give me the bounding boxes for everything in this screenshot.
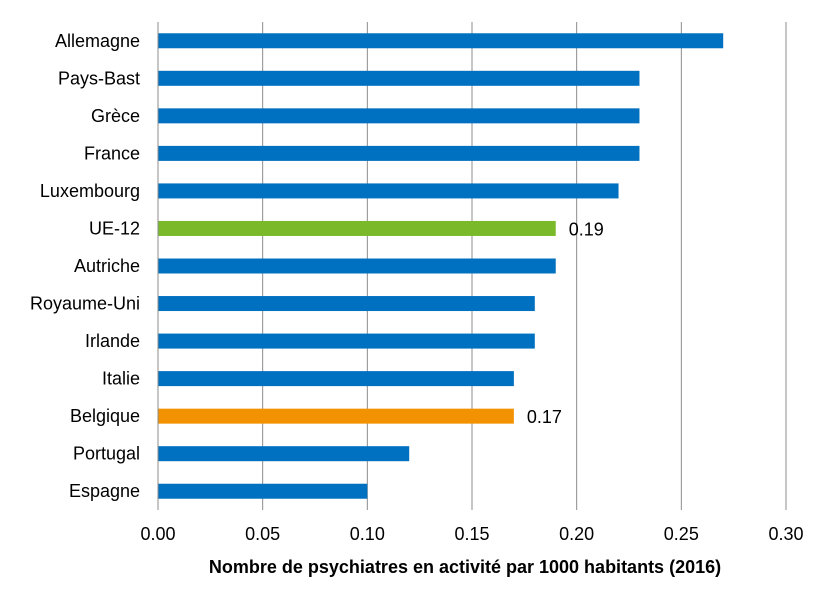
bar [158, 145, 640, 161]
x-tick-label: 0.25 [664, 524, 699, 544]
x-tick-label: 0.00 [140, 524, 175, 544]
category-label: UE-12 [89, 218, 140, 238]
category-label: Royaume-Uni [30, 294, 140, 314]
bar [158, 333, 535, 349]
data-labels: 0.19 0.17 [527, 219, 604, 427]
category-label: France [84, 143, 140, 163]
bar [158, 408, 514, 424]
category-label: Pays-Bast [58, 68, 140, 88]
x-tick-label: 0.10 [350, 524, 385, 544]
bar [158, 296, 535, 312]
x-axis-label: Nombre de psychiatres en activité par 10… [209, 557, 721, 577]
category-labels: Allemagne Pays-Bast Grèce France Luxembourg U… [30, 31, 140, 501]
category-label: Grèce [91, 106, 140, 126]
x-tick-label: 0.05 [245, 524, 280, 544]
category-label: Espagne [69, 481, 140, 501]
x-tick-label: 0.30 [768, 524, 803, 544]
data-label: 0.17 [527, 407, 562, 427]
category-label: Irlande [85, 331, 140, 351]
x-tick-label: 0.15 [454, 524, 489, 544]
category-label: Autriche [74, 256, 140, 276]
x-tick-label: 0.20 [559, 524, 594, 544]
bar [158, 33, 724, 49]
bars [158, 33, 724, 499]
category-label: Belgique [70, 406, 140, 426]
bar [158, 446, 410, 462]
category-label: Italie [102, 369, 140, 389]
bar [158, 108, 640, 124]
x-tick-labels: 0.00 0.05 0.10 0.15 0.20 0.25 0.30 [140, 524, 803, 544]
category-label: Luxembourg [40, 181, 140, 201]
bar [158, 483, 368, 499]
category-label: Portugal [73, 444, 140, 464]
data-label: 0.19 [569, 219, 604, 239]
category-label: Allemagne [55, 31, 140, 51]
bar [158, 183, 619, 199]
bar [158, 70, 640, 86]
bar [158, 220, 556, 236]
bar [158, 371, 514, 387]
bar [158, 258, 556, 274]
